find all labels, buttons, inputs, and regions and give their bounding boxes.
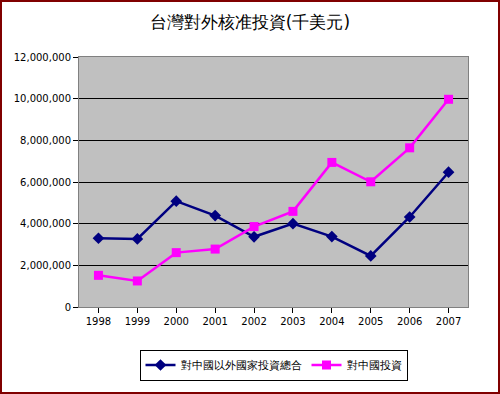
svg-text:10,000,000: 10,000,000	[14, 93, 71, 104]
svg-text:2006: 2006	[397, 316, 422, 327]
svg-text:對中國以外國家投資總合: 對中國以外國家投資總合	[181, 359, 302, 372]
svg-text:2000: 2000	[164, 316, 189, 327]
svg-text:4,000,000: 4,000,000	[20, 218, 71, 229]
svg-text:2005: 2005	[358, 316, 383, 327]
svg-text:2001: 2001	[202, 316, 227, 327]
svg-text:2003: 2003	[280, 316, 305, 327]
svg-text:台灣對外核准投資(千美元): 台灣對外核准投資(千美元)	[150, 12, 350, 32]
svg-text:6,000,000: 6,000,000	[20, 177, 71, 188]
svg-text:2007: 2007	[436, 316, 461, 327]
svg-text:1999: 1999	[125, 316, 150, 327]
svg-text:對中國投資: 對中國投資	[347, 359, 402, 372]
svg-text:2,000,000: 2,000,000	[20, 260, 71, 271]
svg-text:2004: 2004	[319, 316, 344, 327]
svg-text:0: 0	[65, 302, 71, 313]
svg-text:1998: 1998	[86, 316, 111, 327]
svg-text:8,000,000: 8,000,000	[20, 135, 71, 146]
svg-text:2002: 2002	[241, 316, 266, 327]
svg-text:12,000,000: 12,000,000	[14, 52, 71, 63]
